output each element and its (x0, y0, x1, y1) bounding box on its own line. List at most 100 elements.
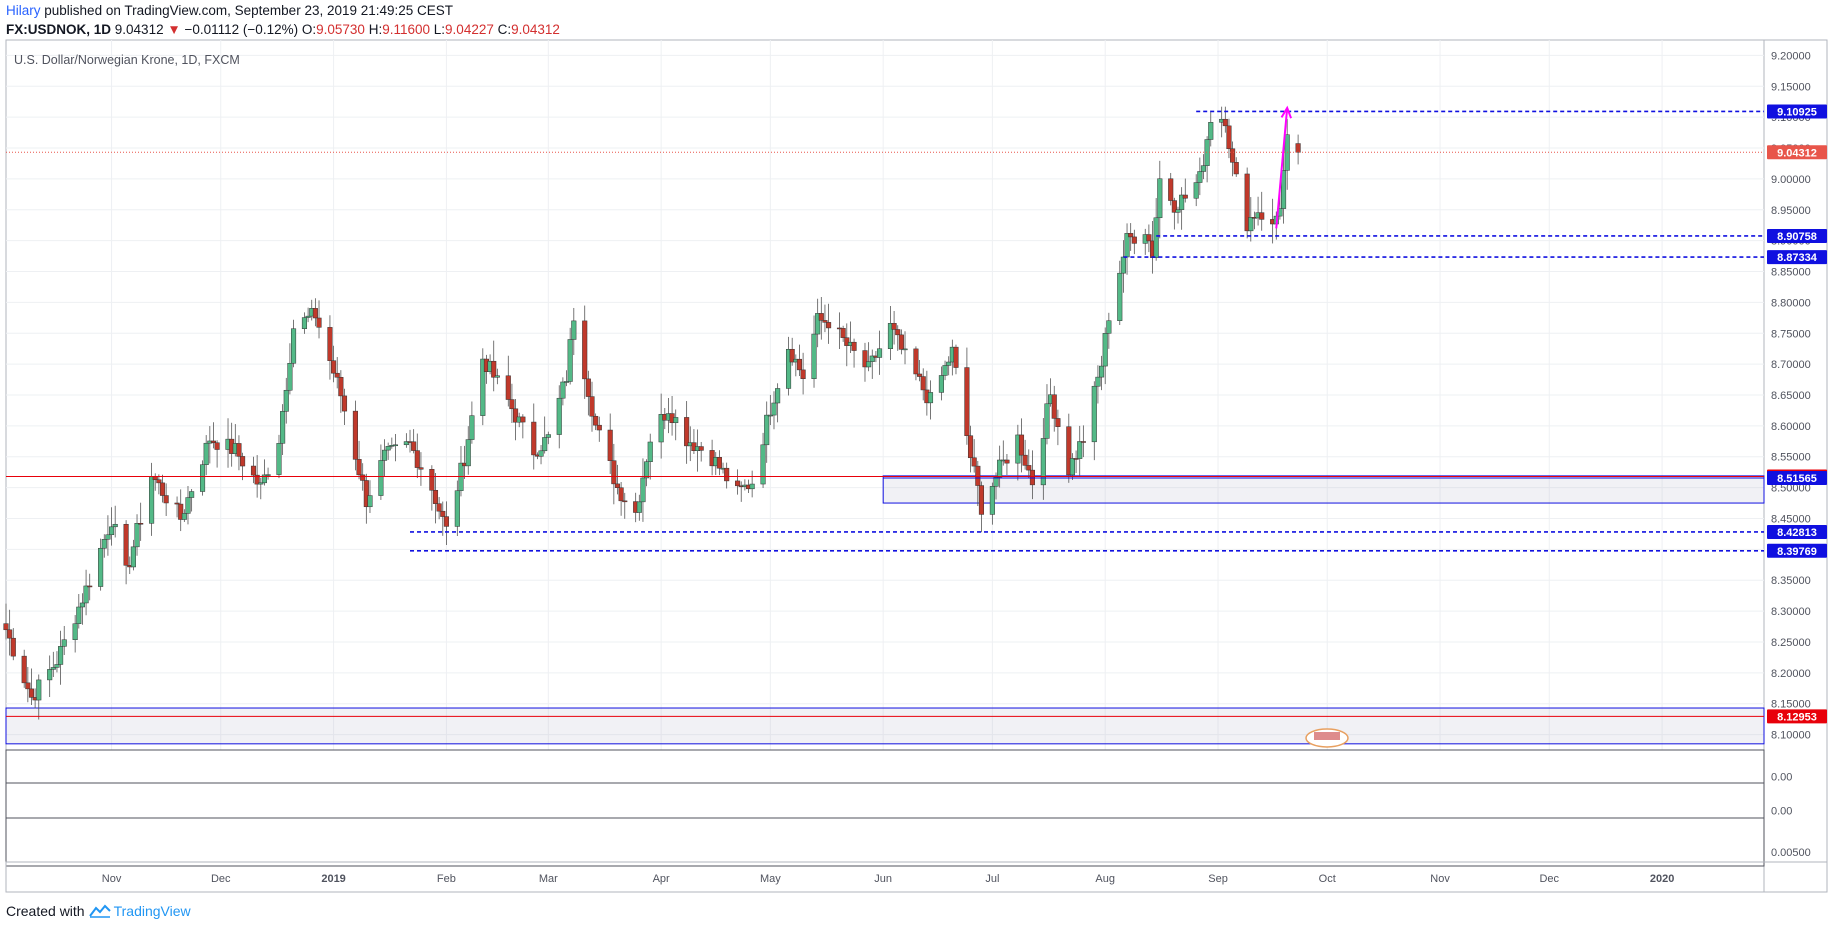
high-label: H: (368, 22, 383, 37)
level-tag-label: 8.90758 (1777, 231, 1817, 243)
x-tick-label: 2020 (1650, 873, 1674, 885)
candle-up (305, 315, 311, 318)
candle-up (181, 513, 187, 520)
candle-down (1244, 173, 1250, 232)
high-value: 9.11600 (382, 22, 431, 37)
candle-up (542, 437, 548, 452)
y-tick-label: 8.55000 (1771, 452, 1811, 464)
x-tick-label: Nov (1430, 873, 1450, 885)
candle-up (283, 389, 289, 412)
candle-down (1222, 118, 1228, 127)
candle-down (698, 446, 704, 451)
candle-up (869, 355, 875, 362)
candle-up (887, 323, 894, 349)
candle-down (531, 421, 537, 456)
candle-down (352, 410, 358, 460)
x-tick-label: Oct (1319, 873, 1336, 885)
level-tag (1767, 250, 1827, 265)
author-link[interactable]: Hilary (6, 3, 41, 18)
candle-up (556, 397, 562, 435)
candle-up (538, 450, 544, 457)
candle-down (818, 313, 824, 321)
candle-up (545, 434, 551, 438)
candle-down (891, 323, 897, 330)
candle-down (250, 465, 257, 476)
level-tag (1767, 104, 1827, 119)
candle-up (771, 402, 777, 416)
candle-up (927, 392, 934, 404)
candle-up (938, 375, 944, 393)
symbol-label: FX:USDNOK, 1D (6, 22, 112, 37)
candle-down (491, 360, 497, 378)
candle-down (1004, 459, 1010, 464)
candle-down (254, 474, 260, 485)
candle-up (1091, 385, 1097, 443)
candles-layer (3, 106, 1301, 720)
level-tag (1767, 524, 1827, 539)
candle-down (156, 479, 162, 484)
zone-rect (5, 707, 1765, 745)
candle-up (775, 388, 781, 404)
candle-down (210, 440, 217, 444)
candle-up (109, 526, 115, 536)
candle-down (334, 372, 340, 378)
candle-up (1197, 171, 1203, 183)
candle-down (236, 443, 242, 457)
candle-up (1120, 256, 1126, 274)
candle-up (47, 669, 53, 681)
candle-up (101, 539, 107, 549)
candle-up (567, 339, 573, 382)
candle-down (724, 467, 730, 482)
candle-down (589, 396, 595, 417)
candle-up (385, 446, 391, 451)
y-tick-label: 8.35000 (1771, 575, 1811, 587)
candle-up (1157, 178, 1163, 219)
candle-up (811, 333, 817, 380)
candle-up (1106, 320, 1112, 334)
candle-up (494, 375, 500, 378)
candle-down (1026, 465, 1032, 471)
change-down-icon: ▼ (167, 22, 181, 37)
candle-up (54, 664, 60, 668)
candle-down (440, 510, 446, 517)
candle-down (240, 456, 246, 467)
candle-down (443, 516, 449, 527)
tradingview-link[interactable]: TradingView (88, 903, 191, 919)
y-tick-label: 9.20000 (1771, 50, 1811, 62)
candle-up (785, 348, 792, 389)
candle-down (684, 417, 690, 447)
x-tick-label: Sep (1208, 873, 1228, 885)
candle-down (822, 320, 828, 323)
candle-down (851, 341, 857, 351)
zone-rect (882, 475, 1765, 504)
x-tick-label: 2019 (321, 873, 345, 885)
candle-down (840, 328, 846, 338)
candle-down (1171, 200, 1177, 213)
candle-down (331, 360, 337, 374)
candle-down (967, 435, 974, 459)
candle-down (1233, 162, 1239, 175)
candle-up (280, 411, 286, 444)
candle-up (640, 477, 646, 503)
open-value: 9.05730 (316, 22, 365, 37)
candle-up (1175, 209, 1181, 213)
candle-down (341, 395, 348, 412)
candle-up (749, 483, 755, 490)
pane-value-label: 0.00 (1771, 806, 1792, 818)
candle-up (1077, 441, 1083, 459)
candle-up (112, 523, 118, 528)
y-tick-label: 8.80000 (1771, 297, 1811, 309)
x-tick-label: Dec (1539, 873, 1559, 885)
price-axis (1763, 39, 1828, 893)
candle-down (971, 457, 977, 467)
candle-down (429, 469, 435, 491)
x-tick-label: Jul (985, 873, 999, 885)
candle-down (411, 441, 417, 451)
candle-up (1069, 458, 1075, 476)
candle-down (913, 348, 919, 375)
candle-down (10, 637, 16, 657)
candle-down (622, 500, 628, 503)
candle-down (593, 415, 599, 426)
candle-up (403, 441, 409, 446)
